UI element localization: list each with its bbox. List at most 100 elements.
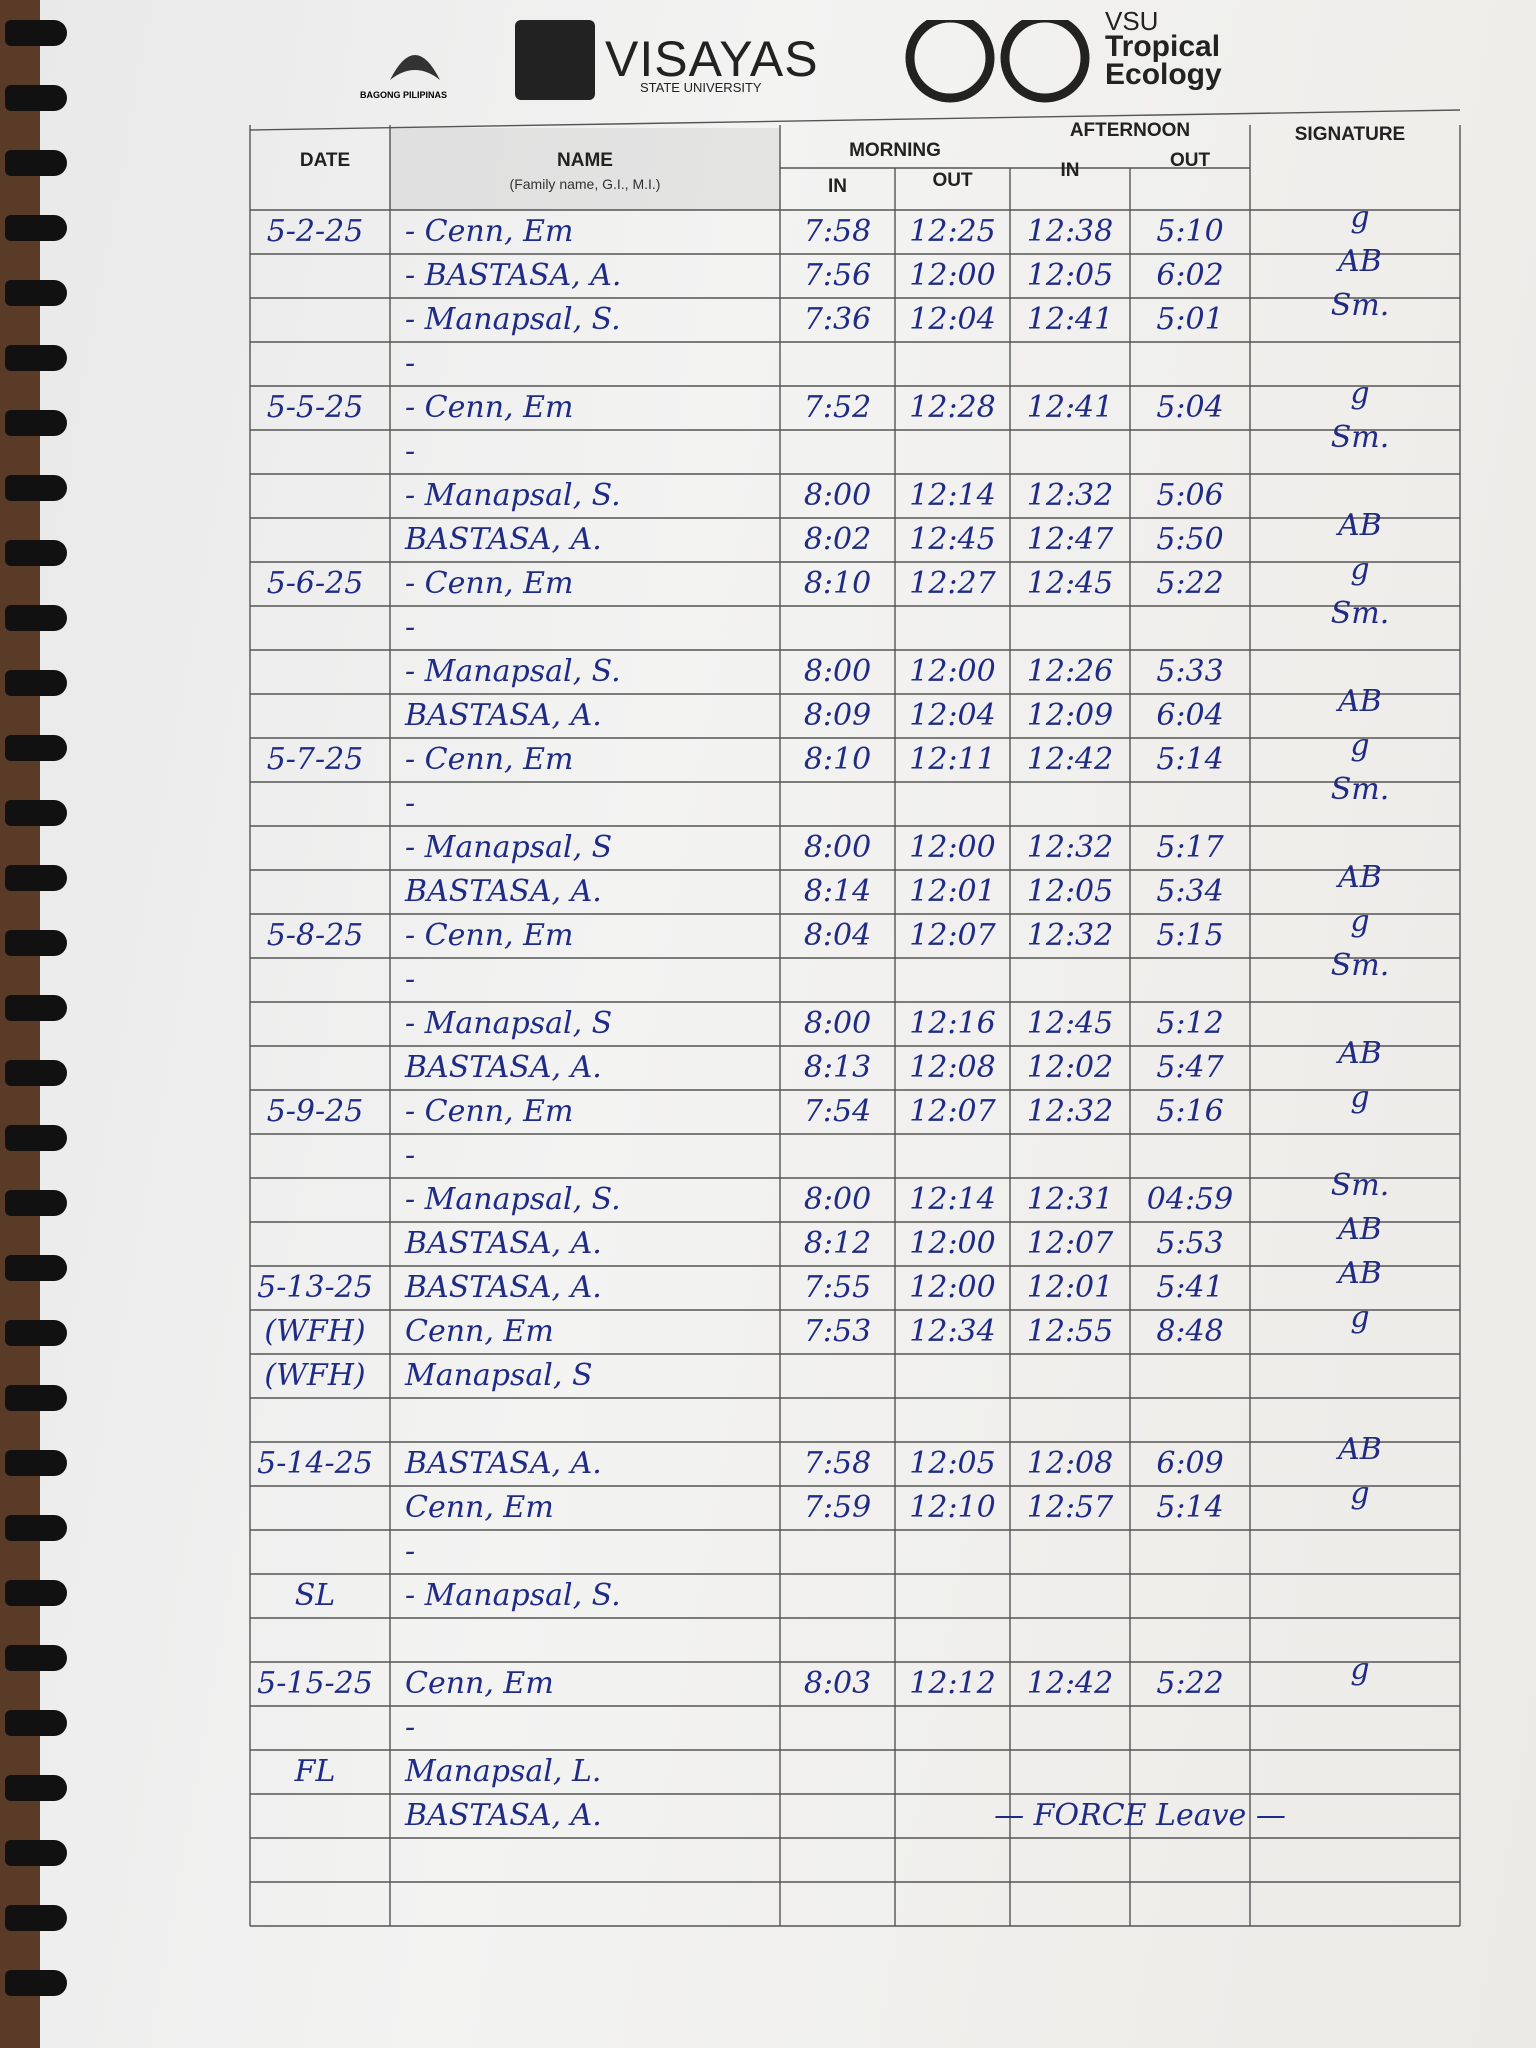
time-entry: 7:56 bbox=[803, 258, 872, 293]
date-entry: 5-6-25 bbox=[266, 566, 364, 601]
time-entry: 5:14 bbox=[1156, 742, 1224, 777]
time-entry: 12:57 bbox=[1026, 1490, 1114, 1525]
date-entry: 5-7-25 bbox=[266, 742, 364, 777]
time-entry: 5:16 bbox=[1156, 1094, 1224, 1129]
binding-ring bbox=[5, 85, 67, 111]
name-entry: - Manapsal, S. bbox=[405, 478, 621, 513]
date-entry: (WFH) bbox=[264, 1314, 366, 1349]
binding-ring bbox=[5, 1385, 67, 1411]
binding-ring bbox=[5, 735, 67, 761]
time-entry: 12:42 bbox=[1026, 1666, 1114, 1701]
name-entry: Cenn, Em bbox=[405, 1666, 554, 1701]
time-entry: 12:32 bbox=[1026, 1094, 1114, 1129]
header-shade bbox=[390, 128, 780, 210]
name-entry: - bbox=[405, 1138, 416, 1173]
time-entry: 5:15 bbox=[1156, 918, 1224, 953]
time-entry: 12:08 bbox=[1026, 1446, 1114, 1481]
col-group-header: AFTERNOON bbox=[1069, 120, 1191, 141]
table-grid bbox=[249, 109, 1461, 1927]
name-entry: BASTASA, A. bbox=[405, 1270, 602, 1305]
time-entry: 12:38 bbox=[1026, 214, 1114, 249]
time-entry: 12:09 bbox=[1026, 698, 1114, 733]
time-entry: 12:31 bbox=[1026, 1182, 1114, 1217]
logbook-page: BAGONG PILIPINAS VISAYAS STATE UNIVERSIT… bbox=[5, 0, 1536, 2048]
time-entry: 12:45 bbox=[1026, 1006, 1114, 1041]
signature: AB bbox=[1338, 1212, 1382, 1247]
time-entry: 12:55 bbox=[1026, 1314, 1114, 1349]
binding-ring bbox=[5, 995, 67, 1021]
time-entry: 8:12 bbox=[803, 1226, 872, 1261]
binding-ring bbox=[5, 1645, 67, 1671]
binding-ring bbox=[5, 930, 67, 956]
name-entry: BASTASA, A. bbox=[405, 1050, 602, 1085]
time-entry: 5:41 bbox=[1156, 1270, 1224, 1305]
time-entry: 12:08 bbox=[909, 1050, 996, 1085]
time-entry: 12:32 bbox=[1026, 918, 1114, 953]
time-entry: 12:00 bbox=[909, 1270, 996, 1305]
binding-ring bbox=[5, 1515, 67, 1541]
time-entry: 8:03 bbox=[803, 1666, 872, 1701]
time-entry: 7:58 bbox=[803, 1446, 872, 1481]
unit-name-1: Tropical bbox=[1105, 30, 1221, 63]
name-entry: - Manapsal, S. bbox=[405, 1182, 621, 1217]
time-entry: 12:07 bbox=[909, 918, 996, 953]
binding-ring bbox=[5, 1580, 67, 1606]
col-header: NAME bbox=[557, 150, 613, 171]
time-entry: 5:01 bbox=[1156, 302, 1224, 337]
name-entry: - bbox=[405, 1710, 416, 1745]
binding-ring bbox=[5, 410, 67, 436]
time-entry: 12:00 bbox=[909, 654, 996, 689]
name-entry: - Manapsal, S bbox=[405, 830, 613, 865]
seal-logo bbox=[905, 20, 995, 103]
time-entry: 6:04 bbox=[1156, 698, 1224, 733]
time-entry: 12:27 bbox=[909, 566, 996, 601]
name-entry: - Cenn, Em bbox=[405, 390, 574, 425]
col-subheader: OUT bbox=[932, 170, 973, 191]
time-entry: 5:53 bbox=[1156, 1226, 1224, 1261]
binding-ring bbox=[5, 345, 67, 371]
time-entry: 8:13 bbox=[803, 1050, 872, 1085]
time-entry: 7:58 bbox=[803, 214, 872, 249]
time-entry: 7:36 bbox=[803, 302, 872, 337]
time-entry: 5:12 bbox=[1156, 1006, 1224, 1041]
signature: Sm. bbox=[1330, 420, 1390, 455]
unit-prefix: VSU bbox=[1105, 6, 1159, 36]
signature: Sm. bbox=[1330, 288, 1390, 323]
logo-caption: BAGONG PILIPINAS bbox=[360, 90, 448, 100]
time-entry: 12:47 bbox=[1026, 522, 1114, 557]
name-entry: - Cenn, Em bbox=[405, 918, 574, 953]
time-entry: 5:10 bbox=[1156, 214, 1224, 249]
binding-ring bbox=[5, 1775, 67, 1801]
time-entry: 12:05 bbox=[909, 1446, 996, 1481]
time-entry: 8:09 bbox=[803, 698, 872, 733]
time-entry: 12:34 bbox=[909, 1314, 996, 1349]
date-entry: 5-15-25 bbox=[257, 1666, 373, 1701]
signature: AB bbox=[1338, 1432, 1382, 1467]
name-entry: BASTASA, A. bbox=[405, 874, 602, 909]
time-entry: 12:11 bbox=[909, 742, 996, 777]
time-entry: 8:00 bbox=[803, 654, 872, 689]
name-entry: - bbox=[405, 434, 416, 469]
col-subheader: IN bbox=[1060, 160, 1080, 181]
vsu-logo bbox=[515, 20, 595, 100]
time-entry: 7:59 bbox=[803, 1490, 872, 1525]
binding-ring bbox=[5, 1320, 67, 1346]
name-entry: - bbox=[405, 786, 416, 821]
name-entry: - Manapsal, S bbox=[405, 1006, 613, 1041]
leave-note: — FORCE Leave — bbox=[994, 1798, 1286, 1833]
col-header: DATE bbox=[299, 150, 351, 171]
date-entry: 5-9-25 bbox=[266, 1094, 364, 1129]
name-entry: - Cenn, Em bbox=[405, 566, 574, 601]
name-entry: - Manapsal, S. bbox=[405, 1578, 621, 1613]
binding-ring bbox=[5, 1970, 67, 1996]
binding-ring bbox=[5, 605, 67, 631]
time-entry: 7:53 bbox=[803, 1314, 872, 1349]
logo-strip bbox=[390, 20, 1090, 103]
date-entry: SL bbox=[294, 1578, 336, 1613]
time-entry: 8:14 bbox=[803, 874, 872, 909]
time-entry: 5:04 bbox=[1156, 390, 1224, 425]
time-entry: 12:04 bbox=[909, 302, 996, 337]
time-entry: 12:07 bbox=[909, 1094, 996, 1129]
